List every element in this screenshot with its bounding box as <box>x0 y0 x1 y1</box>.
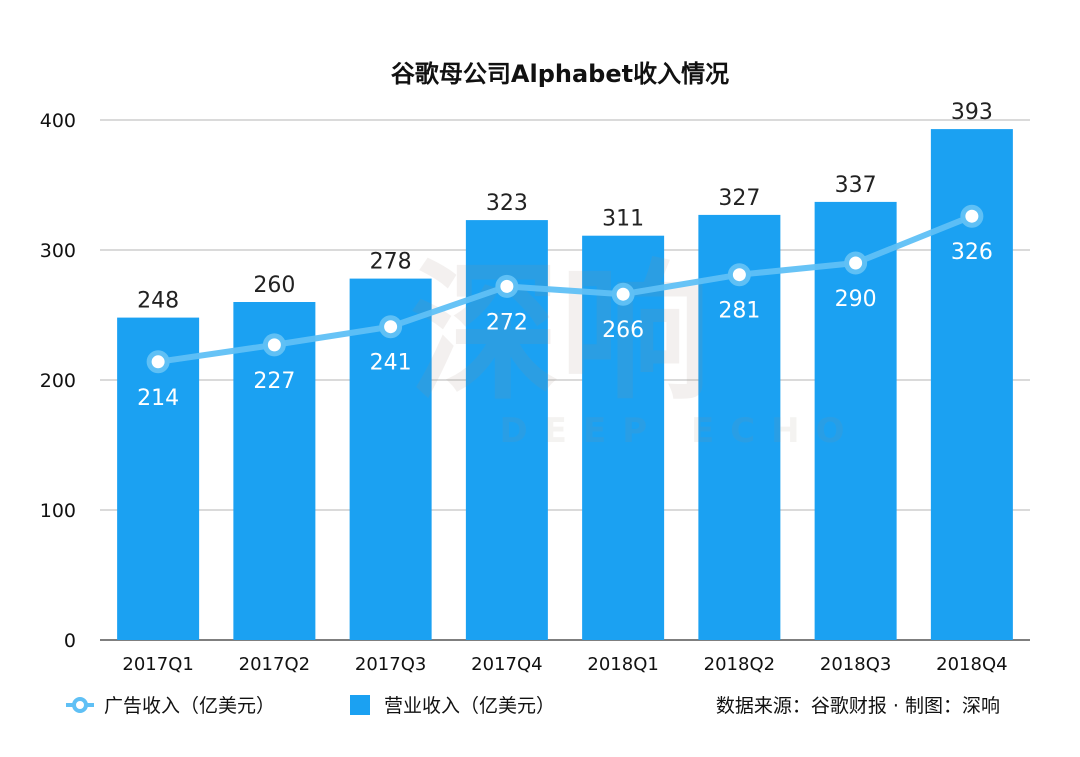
line-value-label: 241 <box>370 351 412 376</box>
line-point <box>844 251 868 275</box>
x-tick-label: 2018Q1 <box>587 654 658 675</box>
data-source-note: 数据来源：谷歌财报 · 制图：深响 <box>716 695 1000 717</box>
legend-line-marker <box>72 697 88 713</box>
x-tick-label: 2017Q1 <box>122 654 193 675</box>
x-tick-label: 2017Q3 <box>355 654 426 675</box>
bar-value-label: 337 <box>835 173 877 198</box>
watermark: 深响 DEEP ECHO <box>410 247 861 451</box>
y-tick-label: 0 <box>64 630 76 652</box>
x-tick-label: 2018Q4 <box>936 654 1007 675</box>
y-axis-ticks: 0 100 200 300 400 <box>40 110 76 652</box>
line-value-label: 266 <box>602 318 644 343</box>
chart-title: 谷歌母公司Alphabet收入情况 <box>391 60 729 88</box>
watermark-subtext: DEEP ECHO <box>500 411 861 451</box>
y-tick-label: 400 <box>40 110 76 132</box>
line-value-label: 290 <box>835 287 877 312</box>
bar-value-label: 393 <box>951 100 993 125</box>
y-tick-label: 300 <box>40 240 76 262</box>
watermark-logo-text: 深响 <box>410 247 710 421</box>
bar <box>233 302 316 640</box>
x-tick-label: 2018Q3 <box>820 654 891 675</box>
bar-value-label: 327 <box>718 186 760 211</box>
legend-item-bar: 营业收入（亿美元） <box>350 695 555 717</box>
line-point <box>262 333 286 357</box>
x-axis-labels: 2017Q1 2017Q2 2017Q3 2017Q4 2018Q1 2018Q2 2018… <box>122 654 1007 675</box>
x-tick-label: 2018Q2 <box>704 654 775 675</box>
legend-bar-swatch <box>350 695 370 715</box>
bar-value-label: 311 <box>602 207 644 232</box>
line-point <box>379 315 403 339</box>
y-tick-label: 200 <box>40 370 76 392</box>
bars <box>117 129 1013 640</box>
line-point <box>146 350 170 374</box>
bar <box>349 278 432 640</box>
legend-bar-label: 营业收入（亿美元） <box>384 695 555 717</box>
ad-revenue-line-path <box>155 213 975 365</box>
line-value-label: 227 <box>253 369 295 394</box>
line-point <box>495 274 519 298</box>
line-value-label: 214 <box>137 386 179 411</box>
bar-value-label: 278 <box>370 250 412 275</box>
line-value-label: 281 <box>718 299 760 324</box>
bar-value-label: 260 <box>253 273 295 298</box>
bar <box>814 201 897 640</box>
x-tick-label: 2017Q2 <box>239 654 310 675</box>
line-point <box>611 282 635 306</box>
ad-revenue-line: 214 227 241 272 266 281 290 326 <box>137 204 993 411</box>
legend-item-line: 广告收入（亿美元） <box>66 695 275 717</box>
line-value-label: 272 <box>486 310 528 335</box>
x-tick-label: 2017Q4 <box>471 654 542 675</box>
y-tick-label: 100 <box>40 500 76 522</box>
line-value-label: 326 <box>951 240 993 265</box>
line-point <box>727 263 751 287</box>
bar-value-label: 323 <box>486 191 528 216</box>
legend-line-label: 广告收入（亿美元） <box>104 695 275 717</box>
legend: 广告收入（亿美元） 营业收入（亿美元） <box>66 695 555 717</box>
bar-labels: 248 260 278 323 311 327 337 393 <box>137 100 993 314</box>
bar-value-label: 248 <box>137 289 179 314</box>
line-point <box>960 204 984 228</box>
